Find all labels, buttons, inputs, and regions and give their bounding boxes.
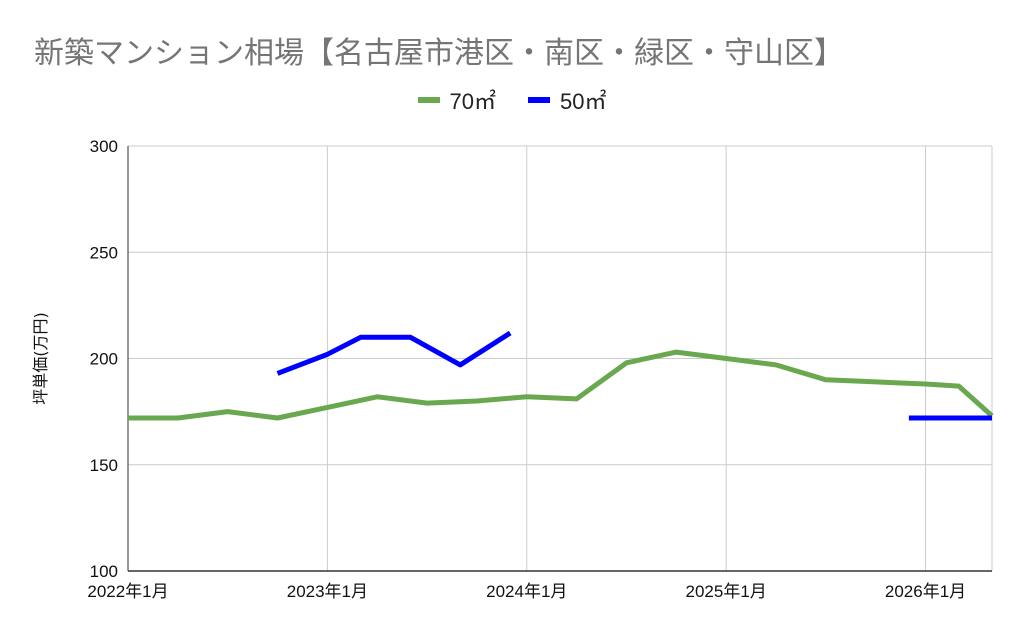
x-tick-label: 2026年1月: [885, 582, 966, 601]
legend: 70㎡ 50㎡: [0, 84, 1024, 116]
legend-label-50: 50㎡: [560, 89, 607, 114]
legend-swatch-50: [528, 97, 550, 103]
x-tick-label: 2024年1月: [486, 582, 567, 601]
x-tick-label: 2023年1月: [287, 582, 368, 601]
legend-item-70: 70㎡: [417, 84, 496, 116]
y-tick-label: 150: [90, 456, 118, 475]
legend-swatch-70: [417, 97, 440, 103]
legend-item-50: 50㎡: [528, 84, 606, 116]
chart-title: 新築マンション相場【名古屋市港区・南区・緑区・守山区】: [34, 36, 844, 71]
x-tick-label: 2025年1月: [686, 582, 767, 601]
series-line-0: [128, 349, 994, 421]
y-tick-label: 100: [90, 562, 118, 581]
series-line-1: [276, 330, 512, 376]
x-tick-label: 2022年1月: [87, 582, 168, 601]
legend-label-70: 70㎡: [449, 89, 496, 114]
y-tick-label: 250: [90, 243, 118, 262]
y-axis-label: 坪単価(万円): [31, 312, 50, 405]
y-tick-label: 300: [90, 137, 118, 156]
y-tick-label: 200: [90, 350, 118, 369]
